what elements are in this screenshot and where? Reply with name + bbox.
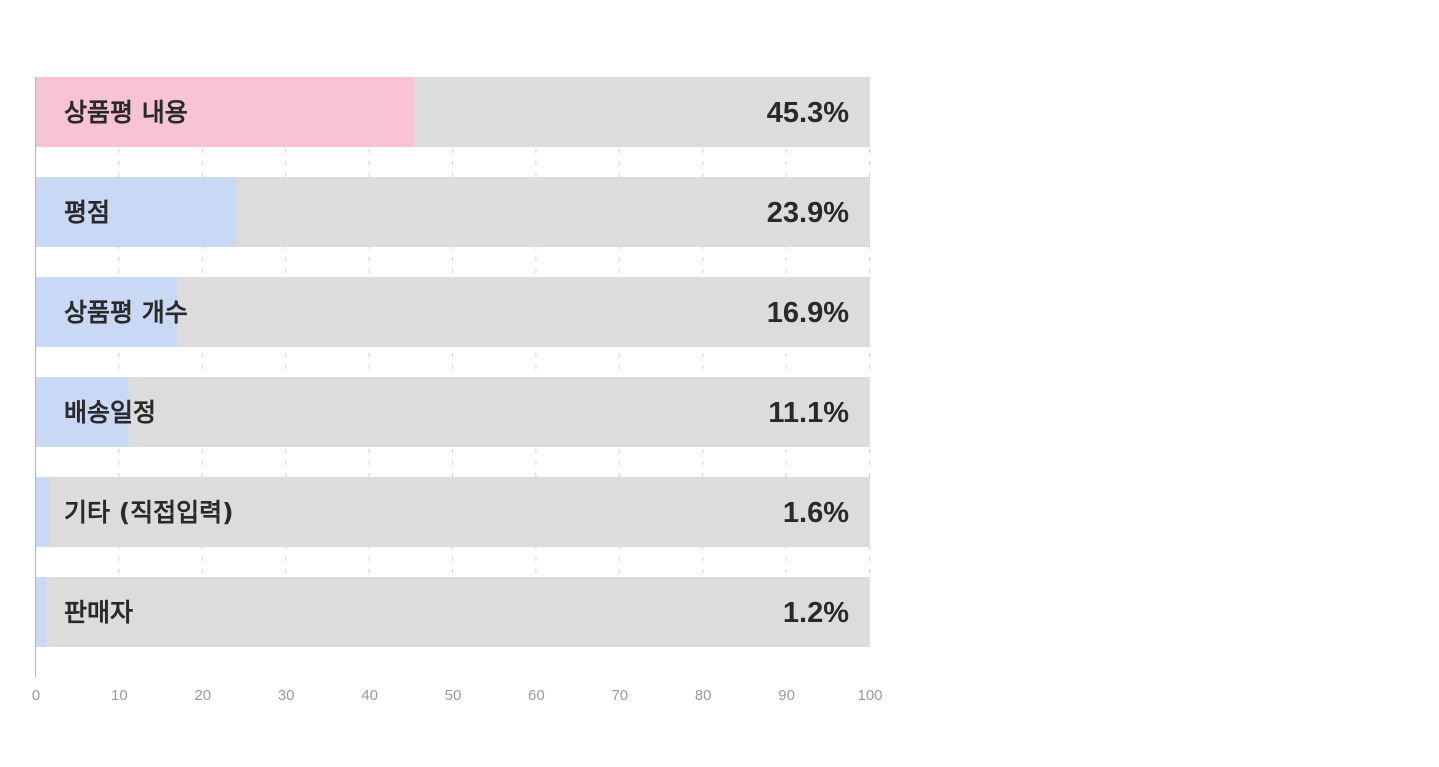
bar-value-label: 45.3% bbox=[767, 97, 849, 129]
bar-fill bbox=[36, 577, 47, 647]
bar-category-label: 배송일정 bbox=[64, 398, 156, 427]
bar-value-label: 23.9% bbox=[767, 197, 849, 229]
x-axis: 0 10 20 30 40 50 60 70 80 90 100 bbox=[32, 77, 883, 704]
bars: 상품평 내용 45.3% 평점 23.9% 상품평 개수 16.9% 배송일정 11.1% 기타… bbox=[36, 77, 870, 647]
x-tick-label: 70 bbox=[611, 687, 628, 704]
bar-track bbox=[36, 477, 870, 547]
bar-category-label: 상품평 내용 bbox=[64, 98, 188, 127]
x-tick-label: 90 bbox=[778, 687, 795, 704]
bar-fill bbox=[36, 277, 177, 347]
bar-category-label: 판매자 bbox=[64, 598, 133, 627]
bar-value-label: 11.1% bbox=[768, 397, 849, 429]
bar-value-label: 1.2% bbox=[783, 597, 849, 629]
bar-category-label: 기타 (직접입력) bbox=[64, 498, 234, 527]
bar-fill bbox=[36, 377, 129, 447]
x-tick-label: 60 bbox=[528, 687, 545, 704]
bar-fill bbox=[36, 477, 50, 547]
x-tick-label: 0 bbox=[32, 687, 40, 704]
bar-category-label: 평점 bbox=[64, 198, 110, 227]
bar-value-label: 16.9% bbox=[767, 297, 849, 329]
bar-value-label: 1.6% bbox=[783, 497, 849, 529]
x-tick-label: 40 bbox=[361, 687, 378, 704]
x-tick-label: 50 bbox=[445, 687, 462, 704]
x-tick-label: 20 bbox=[194, 687, 211, 704]
bar-fill bbox=[36, 77, 414, 147]
bar-fill bbox=[36, 177, 236, 247]
x-tick-label: 30 bbox=[278, 687, 295, 704]
bar-track bbox=[36, 377, 870, 447]
bar-category-label: 상품평 개수 bbox=[64, 298, 188, 327]
bar-track bbox=[36, 577, 870, 647]
x-tick-label: 10 bbox=[111, 687, 128, 704]
x-tick-label: 100 bbox=[857, 687, 882, 704]
grid-lines bbox=[118, 77, 870, 647]
x-tick-label: 80 bbox=[695, 687, 712, 704]
